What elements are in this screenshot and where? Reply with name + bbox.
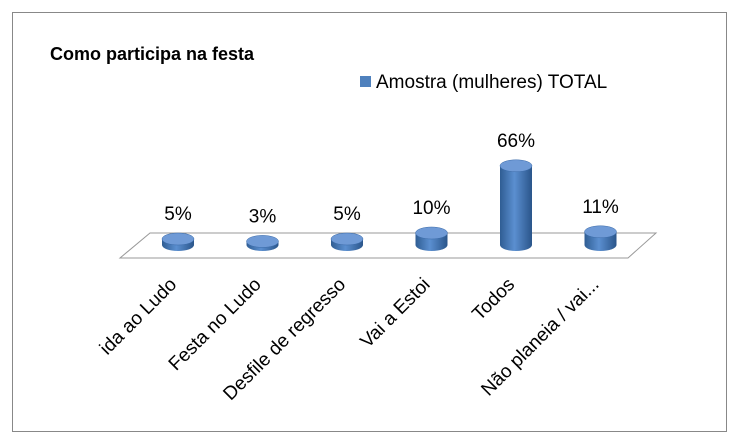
data-label: 5%	[333, 204, 361, 225]
legend-label: Amostra (mulheres) TOTAL	[376, 72, 607, 93]
data-label: 11%	[582, 197, 619, 218]
bar-body	[500, 165, 532, 251]
bar-top	[499, 159, 533, 173]
bar-top	[415, 226, 448, 240]
data-label: 10%	[412, 198, 450, 219]
data-label: 5%	[164, 204, 192, 225]
bar-top	[330, 232, 364, 246]
chart-title: Como participa na festa	[50, 44, 255, 64]
bar-top	[161, 232, 195, 246]
bar-top	[584, 225, 617, 239]
data-label: 3%	[249, 206, 277, 227]
bar-top	[246, 235, 279, 248]
legend-swatch	[360, 76, 371, 87]
data-label: 66%	[497, 131, 535, 152]
floor	[118, 232, 658, 259]
chart-frame	[12, 12, 727, 432]
